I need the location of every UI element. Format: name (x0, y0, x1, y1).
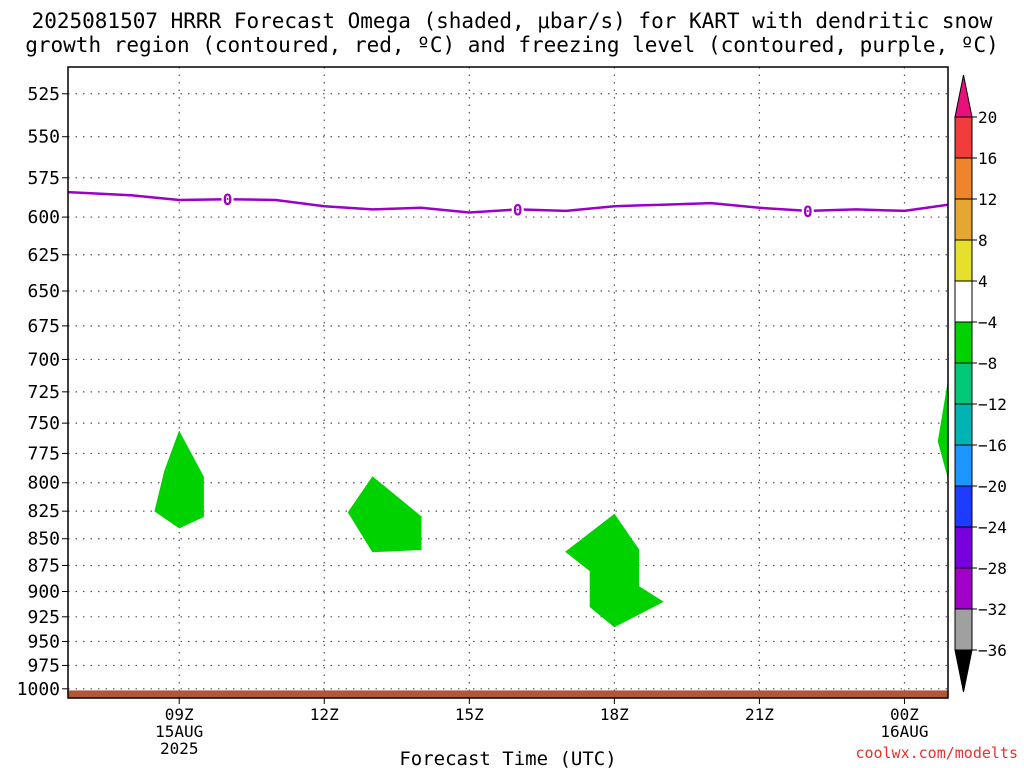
colorbar-swatch (954, 157, 973, 200)
y-tick-label: 600 (27, 207, 60, 228)
omega-shaded-region (347, 476, 422, 553)
colorbar-swatch (954, 485, 973, 528)
colorbar-swatch (954, 239, 973, 282)
omega-shaded-region (154, 430, 204, 529)
colorbar-tick-label: 12 (978, 190, 997, 209)
chart-title-line-2: growth region (contoured, red, ºC) and f… (25, 33, 999, 57)
x-tick-label: 2025 (160, 739, 199, 758)
colorbar-tick-label: −12 (978, 395, 1007, 414)
colorbar-tick-label: −8 (978, 354, 997, 373)
colorbar-swatch (954, 198, 973, 241)
y-tick-label: 700 (27, 349, 60, 370)
colorbar-tick-label: 8 (978, 231, 988, 250)
y-tick-label: 675 (27, 316, 60, 337)
y-tick-label: 775 (27, 443, 60, 464)
x-tick-label: 15Z (455, 705, 484, 724)
x-tick-label: 00Z (890, 705, 919, 724)
y-tick-label: 750 (27, 413, 60, 434)
y-tick-label: 575 (27, 168, 60, 189)
y-tick-label: 1000 (17, 679, 60, 700)
x-tick-label: 12Z (310, 705, 339, 724)
plot-frame (67, 66, 949, 699)
y-tick-label: 950 (27, 631, 60, 652)
y-tick-label: 900 (27, 582, 60, 603)
freezing-level-label: 0 (803, 202, 813, 221)
y-tick-label: 825 (27, 501, 60, 522)
colorbar-swatch (954, 116, 973, 159)
colorbar-top-arrow (954, 74, 973, 118)
colorbar-swatch (954, 403, 973, 446)
site-credit: coolwx.com/modelts (855, 744, 1018, 762)
colorbar-swatch (954, 280, 973, 323)
colorbar-swatch (954, 444, 973, 487)
plot-area (68, 67, 948, 698)
colorbar-tick-label: −20 (978, 477, 1007, 496)
y-tick-label: 550 (27, 127, 60, 148)
colorbar-swatch (954, 526, 973, 569)
colorbar-tick-label: −16 (978, 436, 1007, 455)
y-tick-label: 925 (27, 607, 60, 628)
colorbar-tick-label: −28 (978, 559, 1007, 578)
colorbar-tick-label: −24 (978, 518, 1007, 537)
x-tick-label: 09Z (165, 705, 194, 724)
surface-pressure-band (68, 690, 948, 698)
omega-shaded-region (937, 382, 948, 478)
x-tick-label: 18Z (600, 705, 629, 724)
freezing-level-label: 0 (513, 200, 523, 219)
x-tick-label: 16AUG (880, 722, 928, 741)
x-axis-label: Forecast Time (UTC) (399, 748, 616, 768)
plot-contents: 0 0 0 (68, 190, 948, 698)
y-tick-label: 975 (27, 655, 60, 676)
contour-label-background (511, 201, 524, 218)
y-tick-label: 800 (27, 473, 60, 494)
colorbar-swatch (954, 362, 973, 405)
y-tick-label: 650 (27, 281, 60, 302)
colorbar-swatch (954, 567, 973, 610)
colorbar-tick-label: −36 (978, 641, 1007, 660)
colorbar-bottom-arrow (954, 649, 973, 693)
freezing-level-label: 0 (223, 190, 233, 209)
colorbar-tick-label: −4 (978, 313, 997, 332)
colorbar-swatch (954, 321, 973, 364)
colorbar-tick-label: 4 (978, 272, 988, 291)
chart-title-line-1: 2025081507 HRRR Forecast Omega (shaded, … (31, 9, 993, 33)
x-tick-label: 15AUG (155, 722, 203, 741)
colorbar-tick-label: −32 (978, 600, 1007, 619)
y-tick-label: 725 (27, 382, 60, 403)
omega-shaded-region (565, 513, 664, 628)
contour-label-background (221, 191, 234, 208)
colorbar-swatch (954, 608, 973, 651)
colorbar-tick-label: 20 (978, 108, 997, 127)
x-tick-label: 21Z (745, 705, 774, 724)
contour-label-background (801, 202, 814, 219)
y-tick-label: 625 (27, 245, 60, 266)
y-tick-label: 875 (27, 555, 60, 576)
y-tick-label: 850 (27, 529, 60, 550)
colorbar-tick-label: 16 (978, 149, 997, 168)
y-tick-label: 525 (27, 84, 60, 105)
